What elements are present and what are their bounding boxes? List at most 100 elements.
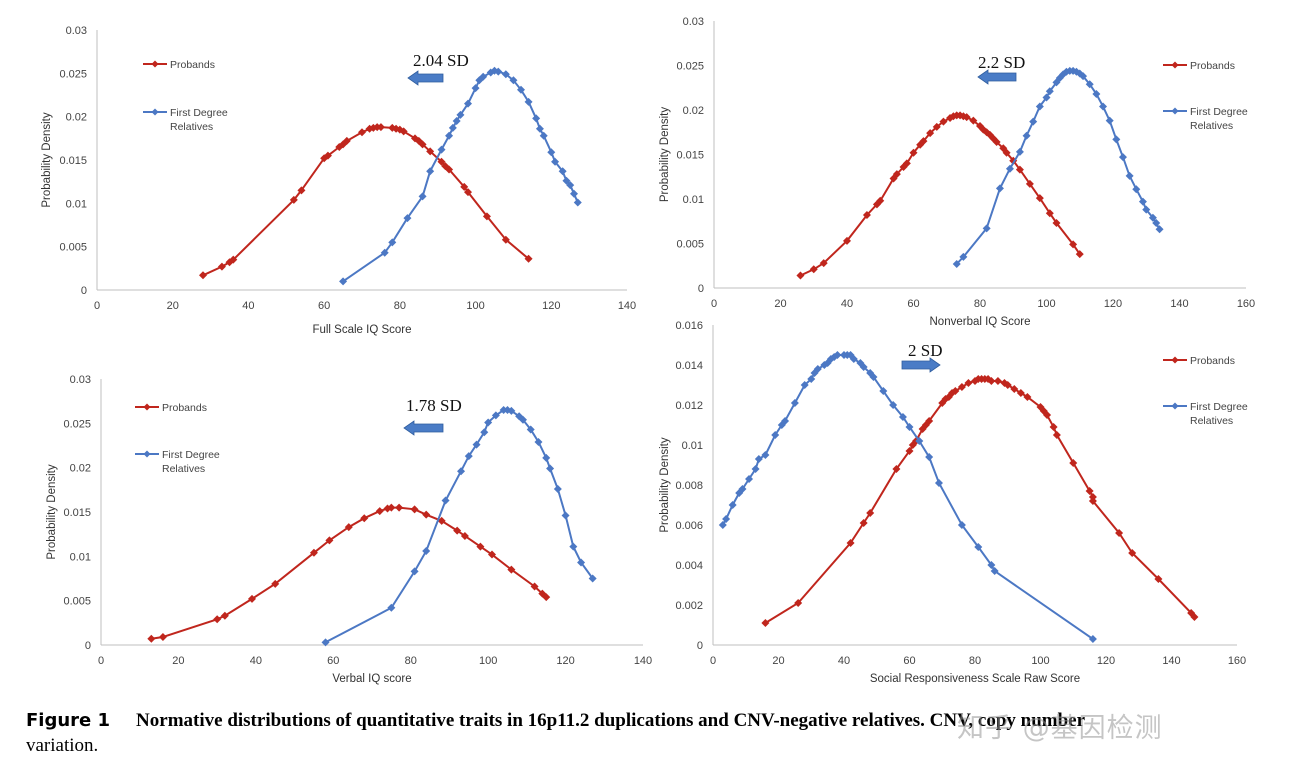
relatives-marker	[452, 117, 461, 125]
relatives-marker	[539, 131, 548, 140]
y-tick-label: 0.015	[63, 507, 91, 519]
relatives-marker	[534, 437, 543, 446]
legend-label: First Degree	[162, 449, 220, 461]
probands-marker	[819, 259, 828, 268]
probands-marker	[1115, 529, 1124, 537]
legend-label: Relatives	[162, 463, 205, 475]
relatives-marker	[456, 110, 465, 119]
probands-line	[202, 126, 530, 277]
x-tick-label: 140	[618, 300, 636, 312]
legend-swatch-marker	[1171, 107, 1179, 115]
y-tick-label: 0.005	[63, 596, 91, 608]
relatives-marker	[898, 413, 907, 421]
probands-marker	[932, 122, 941, 131]
relatives-marker	[491, 411, 500, 420]
relatives-marker	[532, 114, 541, 123]
relatives-marker	[464, 452, 473, 461]
probands-marker	[1128, 549, 1137, 557]
y-tick-label: 0.025	[676, 61, 704, 73]
relatives-marker	[1092, 89, 1101, 98]
relatives-marker	[501, 70, 510, 79]
probands-marker	[289, 195, 298, 204]
figure-label: Figure 1	[26, 710, 111, 731]
legend: Probands First Degree Relatives	[1163, 355, 1248, 427]
probands-marker	[993, 377, 1002, 385]
relatives-marker	[718, 521, 727, 529]
probands-line	[764, 378, 1196, 624]
y-tick-label: 0.005	[59, 242, 87, 254]
chart-panel-1: 0 0.005 0.01 0.015 0.02 0.025 0.03 0 20 40 60 80 100…	[41, 25, 636, 336]
y-tick-label: 0.004	[675, 560, 703, 572]
x-tick-label: 120	[542, 300, 560, 312]
relatives-marker	[771, 431, 780, 439]
probands-marker	[796, 271, 805, 280]
relatives-marker	[1138, 197, 1147, 206]
y-tick-label: 0.025	[63, 418, 91, 430]
probands-marker	[969, 116, 978, 125]
probands-marker	[1052, 219, 1061, 228]
x-tick-label: 120	[556, 655, 574, 667]
legend: Probands First Degree Relatives	[135, 402, 220, 475]
probands-marker	[460, 531, 469, 540]
relatives-marker	[410, 567, 419, 576]
relatives-marker	[484, 418, 493, 427]
probands-marker	[876, 196, 885, 205]
probands-marker	[247, 594, 256, 603]
x-tick-label: 80	[405, 655, 417, 667]
x-tick-label: 120	[1104, 298, 1122, 310]
relatives-marker	[745, 475, 754, 483]
relatives-marker	[761, 451, 770, 459]
x-tick-label: 20	[172, 655, 184, 667]
relatives-marker	[859, 363, 868, 371]
probands-marker	[410, 505, 419, 514]
legend-swatch-marker	[143, 450, 151, 458]
relatives-marker	[426, 167, 435, 176]
chart-panel-4: 0 0.002 0.004 0.006 0.008 0.01 0.012 0.014 0.016…	[659, 320, 1248, 685]
relatives-marker	[526, 425, 535, 434]
sd-annotation: 2.2 SD	[978, 53, 1025, 72]
probands-marker	[271, 579, 280, 588]
relatives-marker	[387, 603, 396, 612]
probands-marker	[862, 211, 871, 220]
relatives-marker	[1105, 116, 1114, 125]
probands-marker	[846, 539, 855, 547]
relatives-marker	[569, 542, 578, 551]
relatives-marker	[1015, 147, 1024, 156]
relatives-marker	[380, 248, 389, 257]
probands-marker	[453, 526, 462, 535]
y-axis-label: Probability Density	[46, 464, 58, 559]
x-tick-label: 40	[242, 300, 254, 312]
legend-label: Probands	[162, 402, 207, 414]
probands-marker	[229, 255, 238, 264]
relatives-marker	[542, 453, 551, 462]
relatives-marker	[1118, 153, 1127, 162]
x-tick-label: 100	[479, 655, 497, 667]
relatives-marker	[879, 387, 888, 395]
relatives-marker	[388, 238, 397, 247]
relatives-marker	[551, 157, 560, 166]
relatives-marker	[588, 574, 597, 583]
relatives-line	[325, 409, 594, 644]
probands-marker	[297, 186, 306, 195]
probands-marker	[360, 514, 369, 523]
probands-marker	[902, 159, 911, 168]
probands-marker	[909, 148, 918, 157]
probands-marker	[1052, 431, 1061, 439]
probands-marker	[761, 619, 770, 627]
relatives-marker	[479, 72, 488, 81]
y-tick-label: 0.012	[675, 400, 703, 412]
relatives-marker	[1042, 93, 1051, 102]
y-tick-label: 0.015	[59, 155, 87, 167]
relatives-marker	[524, 97, 533, 106]
x-tick-label: 20	[774, 298, 786, 310]
y-tick-label: 0.01	[66, 198, 87, 210]
x-tick-label: 100	[466, 300, 484, 312]
y-tick-label: 0.02	[683, 105, 704, 117]
probands-marker	[919, 137, 928, 146]
relatives-marker	[1088, 635, 1097, 643]
relatives-marker	[457, 467, 466, 476]
probands-marker	[220, 611, 229, 620]
probands-marker	[1015, 165, 1024, 174]
relatives-marker	[934, 479, 943, 487]
relatives-marker	[957, 521, 966, 529]
